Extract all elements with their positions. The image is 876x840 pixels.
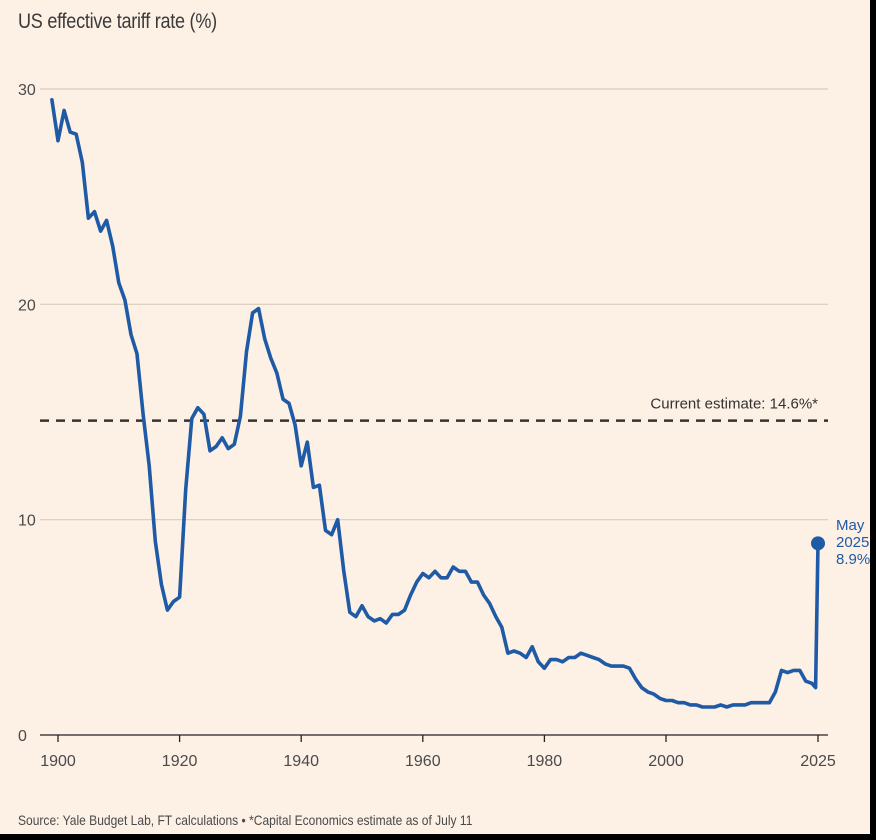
chart-title: US effective tariff rate (%): [18, 10, 217, 33]
end-label-line-2: 8.9%: [836, 551, 870, 568]
source-note: Source: Yale Budget Lab, FT calculations…: [18, 812, 473, 828]
series-line-0: [50, 98, 820, 709]
y-tick-label-0: 0: [18, 728, 27, 745]
x-tick-label-2025: 2025: [800, 753, 836, 770]
x-tick-label-1960: 1960: [405, 753, 441, 770]
y-tick-label-30: 30: [18, 82, 36, 99]
x-axis: 1900 1920 1940 1960 1980 2000 2025: [40, 734, 836, 770]
reference-line-label: Current estimate: 14.6%*: [650, 396, 818, 413]
reference-line-group: Current estimate: 14.6%*: [40, 396, 828, 422]
x-tick-label-2000: 2000: [648, 753, 684, 770]
y-tick-label-10: 10: [18, 513, 36, 530]
y-tick-label-20: 20: [18, 297, 36, 314]
gridlines: [40, 88, 828, 521]
end-point-marker: [811, 536, 825, 551]
x-tick-label-1940: 1940: [283, 753, 319, 770]
end-label-line-1: 2025:: [836, 534, 870, 551]
x-tick-label-1980: 1980: [527, 753, 563, 770]
end-label-line-0: May: [836, 517, 865, 534]
x-tick-label-1900: 1900: [40, 753, 76, 770]
x-tick-label-1920: 1920: [162, 753, 198, 770]
series-group: [50, 98, 820, 709]
y-axis-ticks: 0 10 20 30: [18, 82, 36, 745]
